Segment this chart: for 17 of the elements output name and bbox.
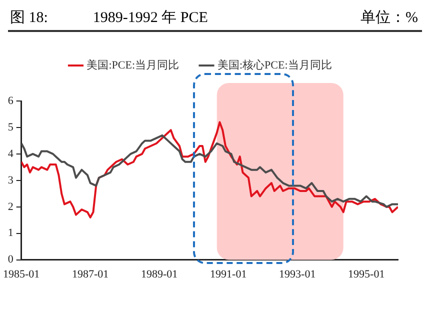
y-tick-label: 2: [8, 200, 14, 213]
x-tick-label: 1995-01: [348, 268, 385, 280]
chart-title: 图 18: 1989-1992 年 PCE: [10, 9, 208, 27]
x-tick-label: 1993-01: [279, 268, 316, 280]
y-tick-label: 3: [8, 174, 14, 186]
y-axis-title: 单位：%: [360, 8, 418, 27]
y-tick-label: 5: [8, 121, 14, 134]
legend-label: 美国:核心PCE:当月同比: [218, 58, 332, 72]
x-tick-label: 1991-01: [210, 268, 247, 280]
x-tick-label: 1987-01: [72, 268, 109, 280]
y-tick-label: 4: [8, 148, 14, 160]
y-tick-label: 6: [8, 94, 14, 107]
x-tick-label: 1985-01: [2, 268, 40, 280]
y-tick-label: 1: [8, 227, 14, 240]
x-tick-label: 1989-01: [141, 268, 178, 280]
y-tick-label: 0: [8, 254, 14, 266]
legend-label: 美国:PCE:当月同比: [86, 58, 180, 72]
